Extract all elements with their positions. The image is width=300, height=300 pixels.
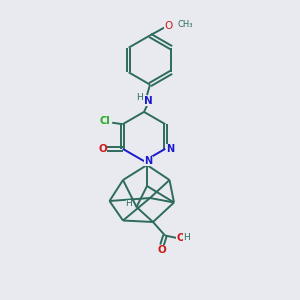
Text: Cl: Cl — [99, 116, 110, 126]
Text: CH₃: CH₃ — [178, 20, 194, 29]
Text: N: N — [144, 96, 153, 106]
Text: O: O — [164, 21, 173, 31]
Text: O: O — [98, 144, 107, 154]
Text: N: N — [166, 144, 174, 154]
Text: H: H — [126, 200, 132, 208]
Text: N: N — [144, 156, 153, 166]
Text: O: O — [176, 232, 185, 243]
Text: H: H — [136, 93, 143, 102]
Text: H: H — [183, 233, 190, 242]
Text: O: O — [157, 245, 166, 255]
